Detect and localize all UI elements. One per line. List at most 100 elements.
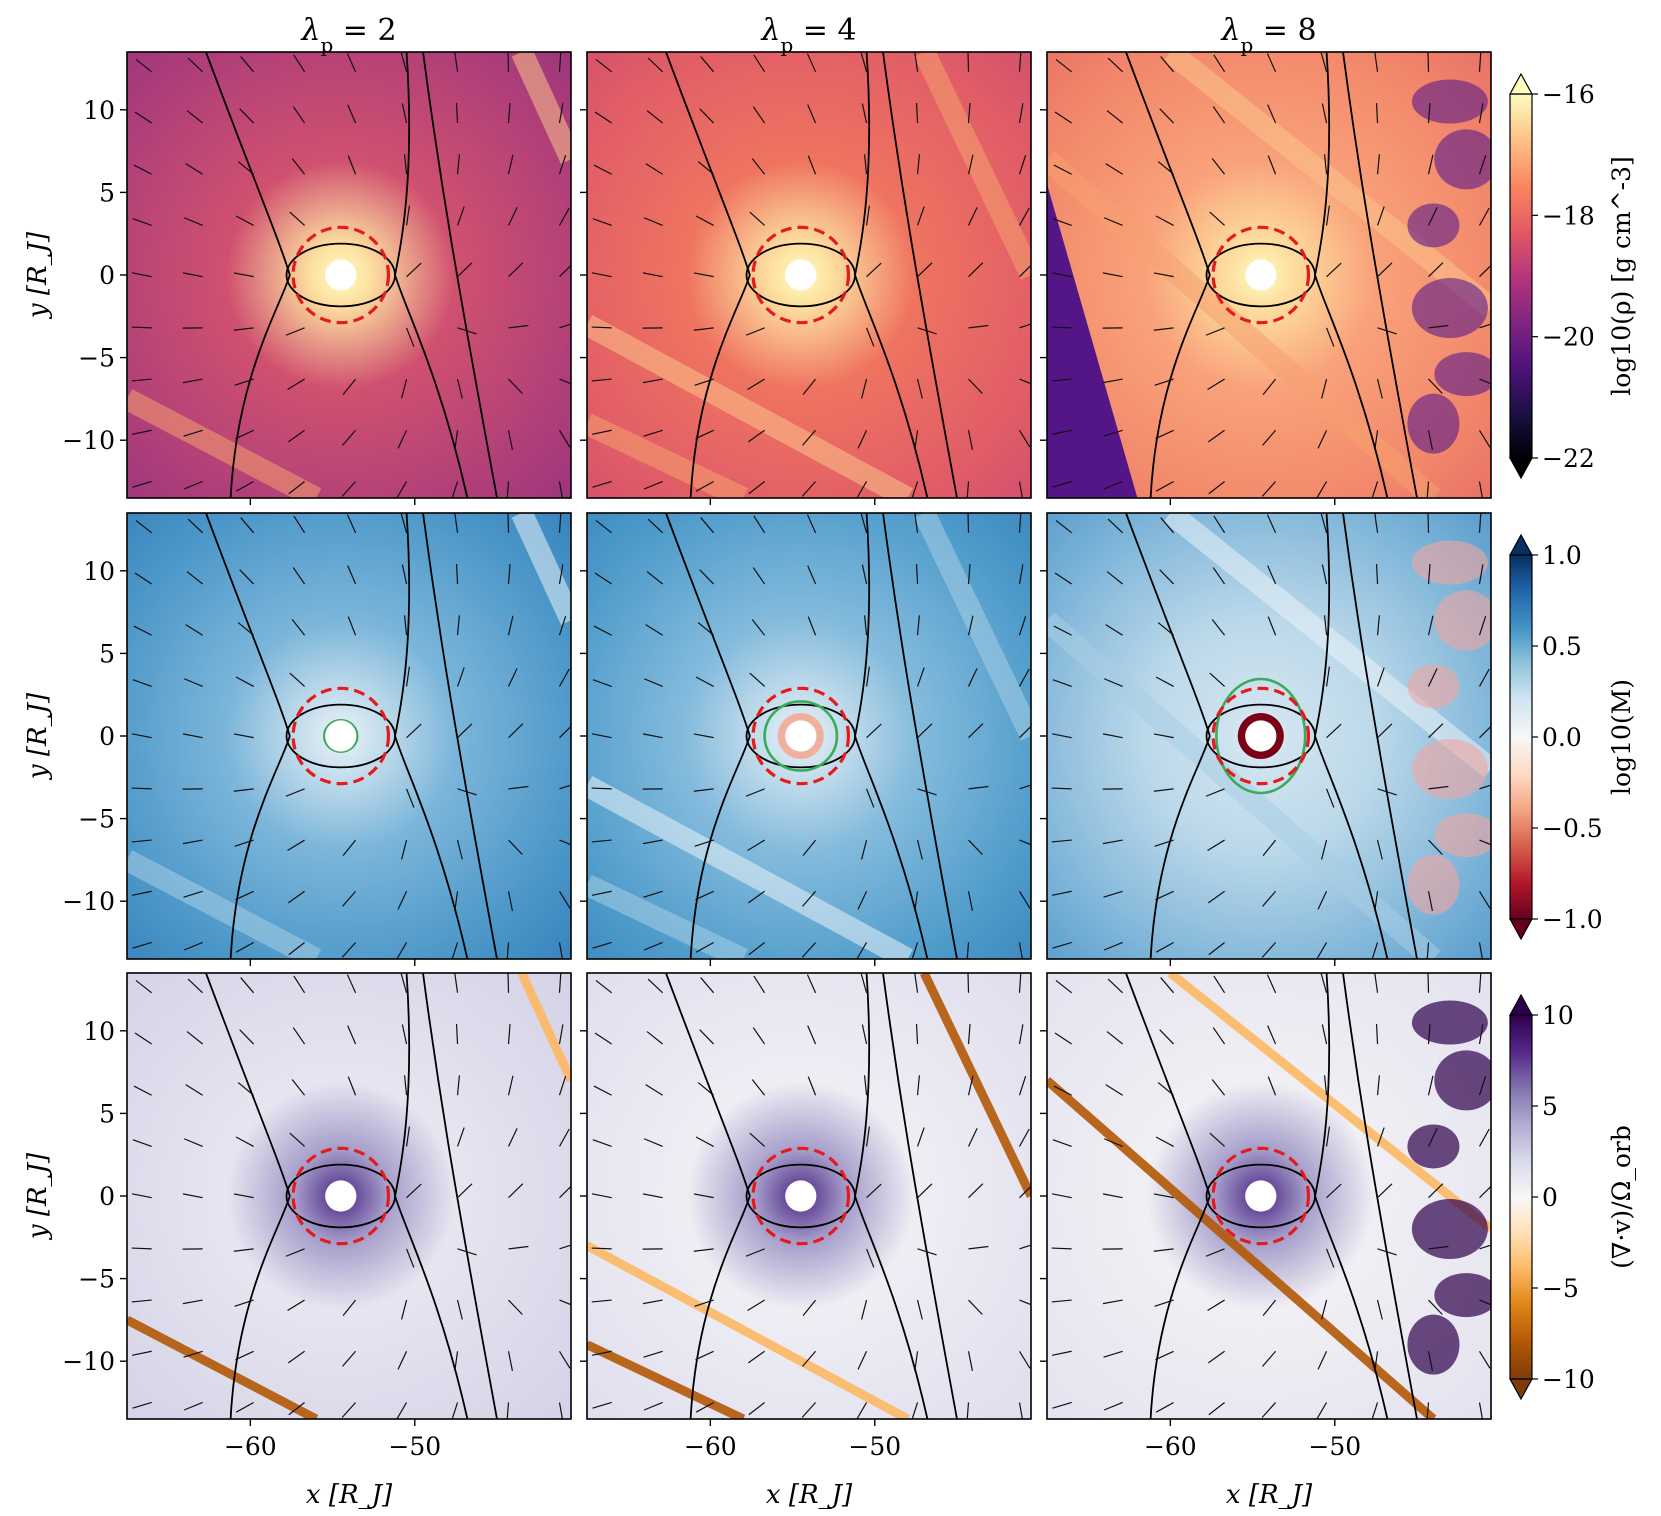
velocity-arrow (182, 378, 203, 384)
velocity-arrow (1325, 327, 1335, 347)
velocity-arrow (456, 1075, 460, 1096)
colorbar-extend-max (1508, 72, 1534, 95)
velocity-arrow (292, 1027, 306, 1045)
colorbar-extend-max (1508, 533, 1534, 556)
velocity-arrow (1317, 891, 1328, 910)
velocity-arrow (1103, 890, 1123, 898)
shock-band (920, 973, 1031, 1198)
velocity-arrow (347, 565, 357, 585)
velocity-arrow (507, 615, 514, 636)
velocity-arrow (747, 1299, 765, 1312)
velocity-arrow (1321, 1299, 1328, 1320)
velocity-arrow (1102, 378, 1123, 384)
velocity-arrow (183, 890, 203, 898)
velocity-arrow (967, 1024, 971, 1045)
velocity-arrow (559, 264, 571, 278)
velocity-arrow (1102, 1193, 1123, 1199)
velocity-arrow (291, 1079, 306, 1096)
colorbar-label: log10(M) (1607, 679, 1636, 795)
velocity-arrow (1051, 787, 1072, 790)
velocity-arrow (1317, 1351, 1328, 1370)
shock-band (914, 513, 1031, 741)
velocity-arrow (1479, 264, 1491, 278)
velocity-arrow (856, 1402, 868, 1419)
velocity-arrow (695, 1350, 714, 1361)
velocity-arrow (235, 480, 254, 492)
velocity-arrow (591, 378, 612, 382)
velocity-arrow (967, 1075, 974, 1096)
velocity-arrow (592, 480, 612, 488)
velocity-arrow (131, 839, 152, 843)
velocity-arrow (1374, 52, 1379, 72)
velocity-arrow (455, 103, 459, 124)
velocity-arrow (1018, 1128, 1030, 1147)
velocity-arrow (1155, 215, 1174, 226)
velocity-arrow (693, 788, 714, 792)
velocity-arrow (233, 1248, 254, 1252)
velocity-arrow (558, 103, 564, 124)
x-tick-label: −50 (388, 1432, 441, 1461)
velocity-arrow (131, 733, 152, 739)
roche-lobe (1205, 242, 1316, 308)
velocity-arrow (642, 378, 663, 384)
velocity-arrow (133, 625, 152, 636)
velocity-arrow (591, 890, 612, 896)
velocity-arrow (1478, 52, 1482, 72)
velocity-arrow (289, 1132, 306, 1147)
velocity-arrow (749, 1132, 766, 1147)
velocity-arrow (643, 678, 663, 687)
velocity-arrow (700, 977, 715, 994)
velocity-arrow (1479, 839, 1491, 846)
velocity-arrow (865, 666, 870, 687)
velocity-arrow (1427, 1128, 1438, 1147)
velocity-arrow (342, 839, 357, 857)
velocity-arrow (559, 1244, 571, 1250)
velocity-arrow (507, 52, 510, 72)
velocity-arrow (1428, 1183, 1444, 1199)
velocity-arrow (1213, 975, 1226, 994)
velocity-arrow (807, 616, 817, 636)
velocity-arrow (916, 378, 923, 399)
velocity-arrow (559, 1299, 571, 1306)
velocity-arrow (807, 565, 817, 585)
colorbar-tick-label: 0 (1542, 1183, 1558, 1212)
colorbar-tick-label: −22 (1542, 444, 1595, 473)
velocity-arrow (346, 974, 357, 994)
velocity-arrow (455, 1024, 459, 1045)
turbulent-blob (1434, 129, 1491, 190)
velocity-arrow (1427, 1351, 1434, 1372)
velocity-arrow (1160, 56, 1175, 73)
column-title: λp = 2 (300, 13, 396, 57)
velocity-arrow (131, 1247, 152, 1250)
velocity-arrow (239, 569, 255, 585)
velocity-arrow (1053, 625, 1072, 636)
turbulent-blob (1407, 854, 1460, 915)
velocity-arrow (647, 57, 664, 73)
velocity-arrow (1326, 1183, 1342, 1199)
velocity-arrow (1267, 155, 1277, 175)
colorbar-label: log10(ρ) [g cm^-3] (1607, 156, 1636, 395)
velocity-arrow (405, 1248, 415, 1268)
colorbar-extend-min (1508, 918, 1534, 941)
velocity-arrow (801, 481, 817, 497)
velocity-arrow (1212, 106, 1226, 124)
velocity-arrow (507, 513, 510, 533)
velocity-arrow (699, 1029, 715, 1045)
velocity-arrow (916, 154, 920, 175)
hill-sphere (751, 1146, 851, 1246)
velocity-arrow (132, 480, 152, 488)
planet-core (1245, 720, 1277, 752)
velocity-arrow (341, 481, 357, 497)
velocity-arrow (1377, 723, 1393, 739)
shock-band (517, 973, 571, 1083)
velocity-arrow (401, 1024, 408, 1045)
velocity-arrow (507, 564, 511, 585)
velocity-arrow (753, 975, 766, 994)
velocity-arrow (507, 154, 514, 175)
shock-band (1167, 973, 1491, 1233)
turbulent-blob (1411, 739, 1488, 800)
velocity-arrow (132, 1401, 152, 1409)
velocity-arrow (917, 723, 933, 739)
velocity-arrow (967, 154, 974, 175)
velocity-arrow (861, 839, 868, 860)
